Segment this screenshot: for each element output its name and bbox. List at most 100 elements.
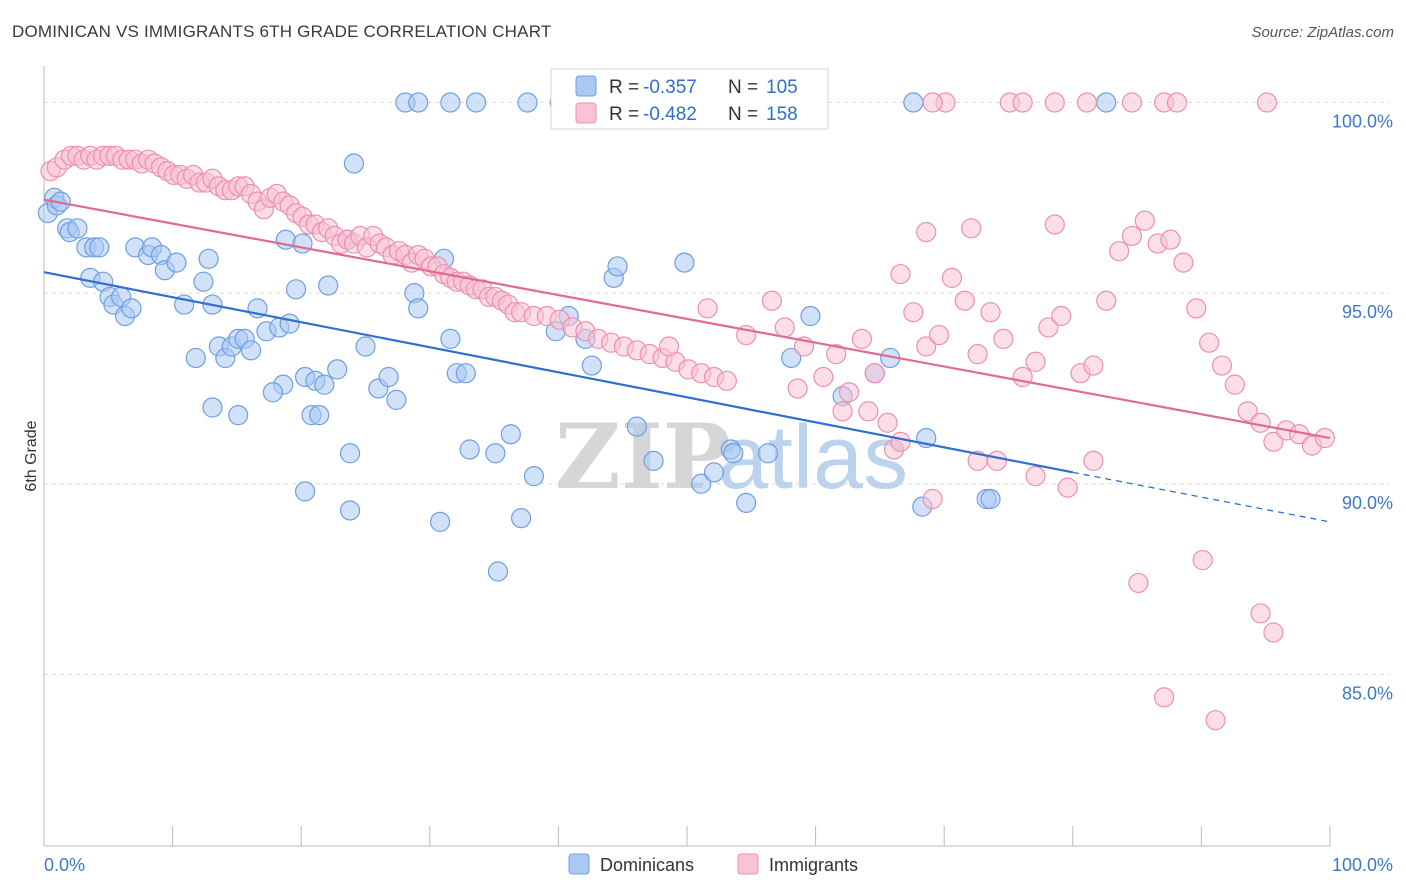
- data-point: [1160, 229, 1181, 250]
- data-point: [408, 92, 429, 113]
- data-point: [903, 302, 924, 323]
- data-point: [607, 256, 628, 277]
- data-point: [1051, 305, 1072, 327]
- data-point: [800, 305, 821, 327]
- data-point: [240, 340, 262, 361]
- data-point: [429, 511, 451, 533]
- data-point: [1166, 92, 1188, 113]
- data-point: [89, 237, 110, 258]
- data-point: [1250, 412, 1271, 433]
- data-point: [967, 344, 988, 365]
- chart-title: DOMINICAN VS IMMIGRANTS 6TH GRADE CORREL…: [12, 22, 552, 41]
- data-point: [1128, 572, 1149, 594]
- data-point: [1012, 92, 1033, 113]
- data-point: [309, 405, 330, 426]
- data-point: [1199, 332, 1220, 353]
- data-point: [327, 359, 348, 380]
- data-point: [1263, 622, 1284, 643]
- trend-layer: [43, 198, 1331, 523]
- data-point: [643, 450, 664, 472]
- points-layer: [37, 92, 1335, 731]
- data-point: [826, 344, 847, 365]
- data-point: [941, 267, 963, 288]
- data-point: [890, 431, 911, 452]
- data-point: [922, 488, 943, 510]
- data-point: [279, 313, 300, 334]
- data-point: [343, 153, 365, 174]
- data-point: [787, 378, 808, 399]
- x-tick-label-end: 100.0%: [1332, 855, 1393, 875]
- data-point: [838, 382, 860, 403]
- legend-label-immigrants: Immigrants: [769, 855, 858, 875]
- x-tick-labels: 0.0% 100.0%: [44, 855, 1393, 875]
- data-point: [723, 443, 744, 464]
- stats-n-value-1: 105: [766, 77, 798, 98]
- data-point: [993, 328, 1014, 349]
- legend: Dominicans Immigrants: [568, 853, 858, 875]
- source-label: Source: ZipAtlas.com: [1251, 24, 1394, 41]
- data-point: [864, 363, 885, 384]
- data-point: [813, 366, 834, 388]
- stats-n-label-1: N =: [728, 77, 758, 98]
- stats-r-label-1: R =: [609, 77, 639, 98]
- series-immigrants: [40, 92, 1335, 731]
- data-point: [487, 561, 509, 582]
- data-point: [697, 298, 718, 319]
- data-point: [339, 443, 361, 464]
- data-point: [1025, 351, 1046, 372]
- data-point: [1044, 92, 1065, 113]
- stats-box: R = -0.357 N = 105 R = -0.482 N = 158: [550, 68, 829, 130]
- data-point: [626, 416, 647, 437]
- y-tick-label: 85.0%: [1342, 683, 1393, 703]
- data-point: [1038, 317, 1059, 338]
- data-point: [440, 92, 461, 113]
- stats-r-label-2: R =: [609, 104, 639, 125]
- data-point: [890, 263, 911, 285]
- gridlines: [44, 102, 1390, 675]
- data-point: [851, 328, 872, 349]
- x-tick-label-start: 0.0%: [44, 855, 85, 875]
- watermark-atlas: atlas: [718, 408, 908, 508]
- data-point: [523, 466, 545, 487]
- data-point: [121, 298, 142, 319]
- legend-swatch-immigrants: [737, 853, 759, 875]
- data-point: [1224, 374, 1245, 395]
- data-point: [228, 405, 249, 426]
- data-point: [1121, 92, 1143, 113]
- data-point: [1012, 366, 1033, 388]
- data-point: [781, 347, 802, 369]
- data-point: [339, 500, 361, 521]
- trend-line-dominicans: [43, 271, 1074, 474]
- data-point: [1076, 92, 1098, 113]
- data-point: [1154, 687, 1175, 708]
- data-point: [757, 443, 779, 464]
- y-tick-label: 95.0%: [1342, 302, 1393, 322]
- data-point: [903, 92, 924, 113]
- stats-swatch-dominicans: [575, 75, 597, 97]
- data-point: [922, 92, 943, 113]
- data-point: [1250, 603, 1271, 624]
- data-point: [517, 92, 538, 113]
- axes: [43, 66, 1331, 847]
- data-point: [500, 424, 521, 445]
- stats-n-label-2: N =: [728, 104, 758, 125]
- y-tick-label: 90.0%: [1342, 493, 1393, 513]
- data-point: [408, 298, 429, 319]
- data-point: [294, 481, 316, 502]
- y-axis-label: 6th Grade: [23, 420, 40, 491]
- data-point: [691, 473, 712, 494]
- data-point: [262, 382, 284, 403]
- data-point: [378, 366, 399, 388]
- data-point: [285, 279, 307, 300]
- data-point: [1192, 549, 1213, 571]
- data-point: [1025, 466, 1046, 487]
- data-point: [986, 450, 1008, 472]
- data-point: [1096, 92, 1117, 113]
- data-point: [832, 401, 853, 422]
- data-point: [1108, 241, 1130, 262]
- data-point: [193, 271, 214, 292]
- data-point: [202, 397, 223, 418]
- data-point: [916, 222, 937, 243]
- data-point: [185, 347, 206, 369]
- data-point: [1186, 298, 1207, 319]
